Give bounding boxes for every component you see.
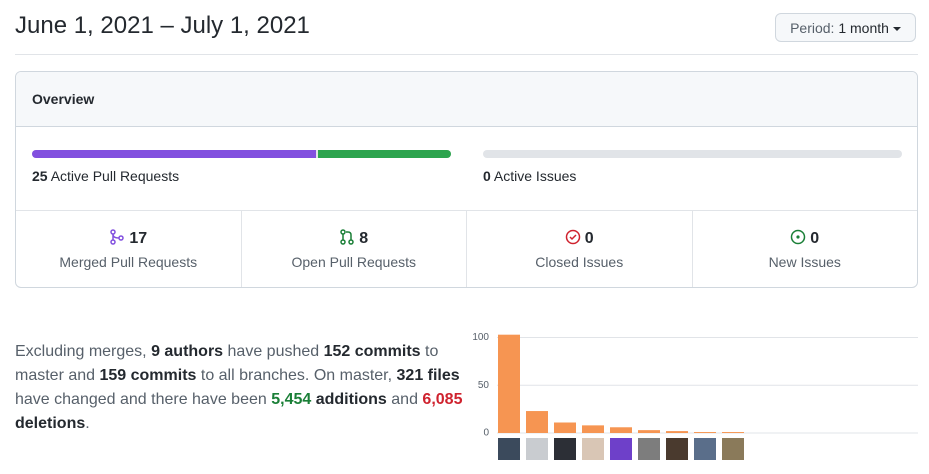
- merged-bar: [32, 150, 316, 158]
- avatar: [694, 438, 716, 460]
- divider: [15, 54, 918, 55]
- bar: [694, 432, 716, 433]
- summary-text: have changed and there have been: [15, 391, 272, 408]
- stat-cell: 0 New Issues: [691, 211, 918, 287]
- bar: [526, 411, 548, 433]
- open-bar: [317, 150, 451, 158]
- avatar: [638, 438, 660, 460]
- count: 0: [810, 230, 820, 247]
- stat-label: Open Pull Requests: [291, 254, 417, 270]
- count: 0: [584, 230, 594, 247]
- bar: [610, 427, 632, 433]
- period-label: Period:: [790, 20, 835, 36]
- bar: [554, 422, 576, 433]
- active-prs: 25 Active Pull Requests: [32, 168, 179, 184]
- summary-text: 5,454: [271, 391, 312, 408]
- stat-cell: 0 Closed Issues: [466, 211, 692, 287]
- stat-count: 0: [693, 229, 918, 248]
- stat-icon: [565, 229, 581, 245]
- summary-text: and: [386, 391, 423, 408]
- stat-icon: [791, 229, 806, 245]
- pr-bar: [32, 150, 451, 158]
- summary: Excluding merges, 9 authors have pushed …: [15, 340, 467, 436]
- stat-label: Merged Pull Requests: [59, 254, 198, 270]
- label: Active Pull Requests: [50, 168, 180, 184]
- avatar: [554, 438, 576, 460]
- count: 0: [483, 168, 491, 184]
- summary-text: 6,085: [422, 391, 463, 408]
- bar: [638, 430, 660, 433]
- count: 8: [359, 230, 369, 247]
- avatar: [722, 438, 744, 460]
- summary-text: 9 authors: [151, 343, 224, 360]
- bar: [582, 425, 604, 433]
- count: 17: [129, 230, 148, 247]
- avatar: [582, 438, 604, 460]
- period-value: 1 month: [838, 20, 889, 36]
- summary-text: .: [85, 415, 90, 432]
- stat-count: 8: [242, 229, 467, 248]
- stat-label: New Issues: [768, 254, 841, 270]
- bar: [666, 431, 688, 433]
- overview-box: Overview 25 Active Pull Requests 0 Activ…: [15, 71, 918, 288]
- stat-icon: [340, 229, 355, 245]
- page-title: June 1, 2021 – July 1, 2021: [15, 12, 310, 39]
- stat-count: 0: [467, 229, 692, 248]
- avatar: [610, 438, 632, 460]
- avatar: [526, 438, 548, 460]
- summary-text: to master and: [15, 343, 439, 384]
- stat-icon: [110, 229, 125, 245]
- avatar: [498, 438, 520, 460]
- commits-chart: 0 50 100: [472, 332, 918, 460]
- y-tick-label: 100: [472, 332, 489, 343]
- stats-row: 17 Merged Pull Requests 8 Open Pull Request…: [16, 210, 918, 287]
- y-tick-label: 50: [478, 380, 490, 391]
- active-issues: 0 Active Issues: [483, 168, 576, 184]
- issues-bar: [483, 150, 902, 158]
- summary-text: deletions: [15, 415, 86, 432]
- bar: [498, 334, 520, 433]
- stat-count: 17: [16, 229, 241, 248]
- summary-text: additions: [315, 391, 387, 408]
- period-button[interactable]: Period: 1 month: [775, 13, 916, 42]
- stat-cell: 17 Merged Pull Requests: [16, 211, 241, 287]
- summary-text: have pushed: [223, 343, 324, 360]
- avatar: [666, 438, 688, 460]
- overview-title: Overview: [16, 72, 917, 127]
- stat-cell: 8 Open Pull Requests: [240, 211, 467, 287]
- bar: [722, 432, 744, 433]
- summary-text: 321 files: [396, 367, 460, 384]
- summary-text: 159 commits: [99, 367, 197, 384]
- summary-text: Excluding merges,: [15, 343, 152, 360]
- summary-text: 152 commits: [323, 343, 421, 360]
- summary-text: to all branches. On master,: [196, 367, 397, 384]
- stat-label: Closed Issues: [535, 254, 624, 270]
- caret: [892, 27, 901, 32]
- label: Active Issues: [493, 168, 577, 184]
- count: 25: [32, 168, 48, 184]
- y-tick-label: 0: [483, 428, 489, 439]
